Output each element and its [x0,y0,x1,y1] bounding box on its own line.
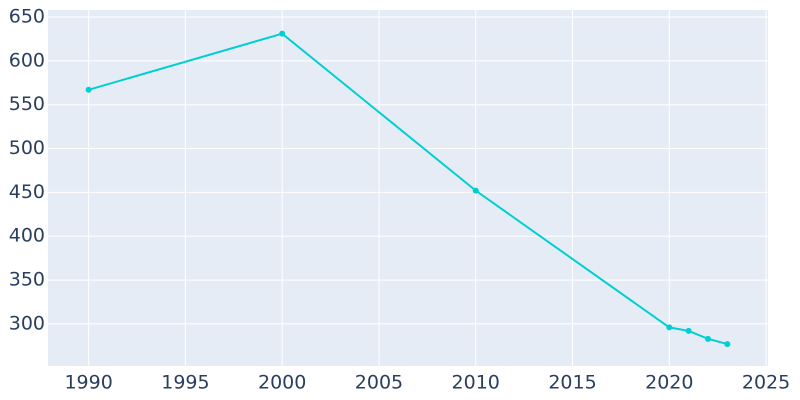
y-tick-label: 350 [9,269,45,291]
y-tick-label: 450 [9,181,45,203]
plot-area [48,10,768,366]
x-tick-label: 2015 [548,372,596,394]
point [724,341,731,348]
x-tick-label: 2005 [355,372,403,394]
y-tick-label: 550 [9,93,45,115]
x-tick-label: 1990 [64,372,112,394]
point [472,187,479,194]
x-tick-label: 2000 [258,372,306,394]
point [685,327,692,334]
point [666,324,673,331]
y-tick-label: 650 [9,6,45,28]
x-tick-label: 2025 [742,372,790,394]
point [279,30,286,37]
y-tick-label: 300 [9,312,45,334]
y-tick-label: 600 [9,49,45,71]
y-tick-label: 500 [9,137,45,159]
point [85,86,92,93]
x-tick-label: 1995 [161,372,209,394]
point [705,335,711,342]
y-tick-label: 400 [9,225,45,247]
x-tick-label: 2020 [645,372,693,394]
x-tick-label: 2010 [452,372,500,394]
